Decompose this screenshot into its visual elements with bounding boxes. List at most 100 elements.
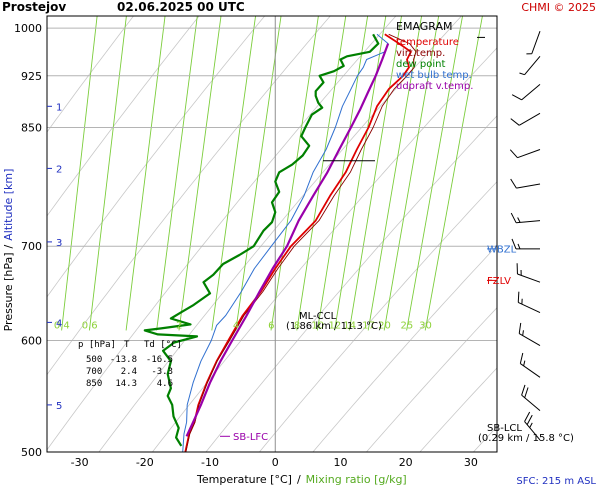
series-line-wet-bulb: [182, 33, 389, 452]
y-tick-label: 500: [21, 446, 42, 459]
dry-adiabat-line: [365, 307, 497, 452]
data-table: p [hPa] T Td [°C] 500 -13.8 -16.5 700 2.…: [78, 340, 182, 389]
x-axis-label: Temperature [°C] / Mixing ratio [g/kg]: [196, 473, 407, 486]
dry-adiabat-line: [47, 16, 135, 133]
wind-barb: [517, 291, 541, 314]
legend-item-temperature: temperature: [396, 37, 459, 48]
table-cell: 700: [86, 367, 102, 377]
sounding-datetime: 02.06.2025 00 UTC: [117, 0, 245, 14]
wind-barb: [510, 178, 541, 189]
mixing-ratio-label: 0.4: [54, 320, 70, 331]
mixing-ratio-label: 10: [311, 320, 324, 331]
mixing-ratio-line: [178, 16, 222, 331]
series-line-updraft: [185, 43, 390, 437]
dry-adiabat-line: [47, 16, 266, 298]
table-cell: 850: [86, 379, 102, 389]
ml-ccl-label: ML-CCL: [299, 311, 337, 322]
station-name: Prostejov: [2, 0, 66, 14]
table-header-t: T: [124, 340, 130, 350]
altitude-tick-label: 4: [56, 318, 62, 329]
sfc-text: SFC: 215 m ASL: [516, 476, 596, 487]
mixing-ratio-line: [424, 16, 483, 331]
plot-frame: [46, 15, 498, 453]
dry-adiabat-line: [151, 47, 497, 452]
y-axis-label-pressure: Pressure [hPa]: [2, 252, 15, 331]
mixing-ratio-line: [270, 16, 319, 331]
svg-text:Pressure [hPa]/Altitude [km]: Pressure [hPa] / Altitude [km]: [2, 169, 15, 332]
x-tick-label: 10: [334, 456, 348, 469]
y-tick-label: 600: [21, 335, 42, 348]
x-tick-label: 0: [272, 456, 279, 469]
table-header-p: p [hPa]: [78, 340, 116, 350]
y-axis-label-altitude: Altitude [km]: [2, 169, 15, 241]
mixing-ratio-line: [61, 16, 98, 331]
marker-label-wbzl: WBZL: [487, 244, 517, 255]
series-line-virt-temp: [185, 33, 417, 452]
altitude-tick-label: 2: [56, 164, 62, 175]
legend-item-virt-temp: virt.temp.: [396, 48, 445, 59]
dry-adiabat-line: [515, 10, 600, 464]
x-tick-label: 20: [399, 456, 413, 469]
y-tick-label: 1000: [14, 22, 42, 35]
y-axis-label-sep: /: [2, 244, 15, 248]
wind-barb: [519, 55, 541, 76]
mixing-ratio-label: 2: [176, 320, 182, 331]
dry-adiabat-line: [98, 16, 463, 452]
x-tick-label: -30: [71, 456, 89, 469]
wind-barb: [509, 149, 541, 159]
series-line-temperature: [184, 33, 412, 452]
dry-adiabat-line: [47, 16, 331, 376]
y-tick-label: 925: [21, 70, 42, 83]
wind-barb: [519, 352, 541, 378]
mixing-ratio-line: [211, 16, 257, 331]
mixing-ratio-label: 17: [362, 320, 375, 331]
dry-adiabat-line: [47, 16, 397, 451]
marker-label-sb-lfc: SB-LFC: [233, 432, 268, 443]
x-tick-label: 30: [464, 456, 478, 469]
mixing-ratio-line: [316, 16, 369, 331]
mixing-ratio-label: 30: [419, 320, 432, 331]
legend-item-updraft: udpraft v.temp.: [396, 81, 473, 92]
mixing-ratio-line: [296, 16, 347, 331]
wind-barb: [521, 384, 541, 411]
mixing-ratio-label: 6: [268, 320, 274, 331]
wind-barb: [518, 322, 541, 347]
dry-adiabat-line: [47, 16, 200, 217]
plot-area: [47, 16, 497, 452]
y-tick-label: 850: [21, 122, 42, 135]
wind-barb: [511, 238, 540, 250]
wind-barb: [511, 84, 541, 101]
table-header-td: Td [°C]: [144, 340, 182, 350]
altitude-tick-label: 1: [56, 102, 62, 113]
mixing-ratio-label: 25: [401, 320, 414, 331]
legend-item-dew-point: dew point: [396, 59, 445, 70]
x-axis-label-sep: /: [297, 473, 301, 486]
wind-barb: [524, 411, 541, 441]
mixing-ratio-label: 0.6: [82, 320, 98, 331]
x-axis-label-mixing: Mixing ratio [g/kg]: [306, 473, 407, 486]
legend-item-wet-bulb: wet bulb temp.: [396, 70, 472, 81]
x-axis-label-temperature: Temperature [°C]: [196, 473, 292, 486]
wind-barb: [526, 31, 541, 55]
dry-adiabat-line: [258, 181, 497, 452]
marker-label-fzlv: FZLV: [487, 276, 511, 287]
mixing-ratio-line: [334, 16, 387, 331]
legend: EMAGRAM temperature virt.temp. dew point…: [396, 20, 473, 92]
mixing-ratio-line: [125, 16, 166, 331]
wind-barb: [510, 212, 541, 224]
ml-ccl-detail: (1.86 km / 11.3 °C): [286, 321, 382, 332]
mixing-ratio-label: 20: [378, 320, 391, 331]
table-cell: 500: [86, 355, 102, 365]
y-tick-label: 700: [21, 240, 42, 253]
table-cell: 14.3: [115, 379, 137, 389]
mixing-ratio-line: [406, 16, 463, 331]
altitude-tick-label: 5: [56, 401, 62, 412]
wind-barb: [510, 112, 541, 126]
dry-adiabat-line: [568, 10, 600, 464]
table-cell: 2.4: [121, 367, 137, 377]
x-tick-label: -10: [201, 456, 219, 469]
sb-lcl-label: SB-LCL: [487, 423, 522, 434]
mixing-ratio-label: 12: [329, 320, 342, 331]
mixing-ratio-line: [383, 16, 440, 331]
